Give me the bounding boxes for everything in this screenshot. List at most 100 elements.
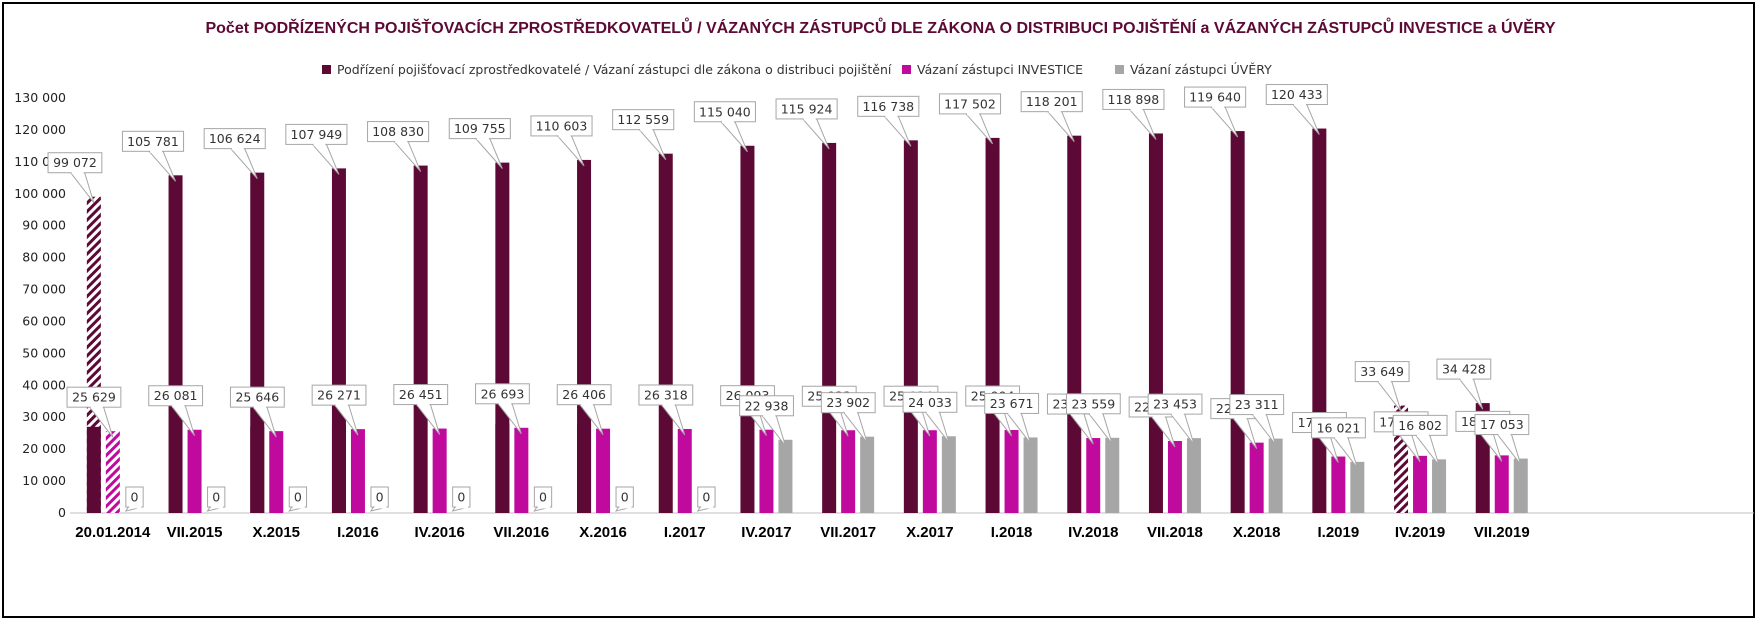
x-category-label: X.2015: [252, 524, 300, 541]
data-label-pointer-mask: [1090, 412, 1103, 416]
data-label-text: 23 902: [826, 395, 870, 410]
data-label-uvery: 23 559: [1065, 393, 1121, 445]
data-label-text: 118 201: [1026, 94, 1078, 109]
data-label-pointer-mask: [1253, 413, 1266, 417]
x-category-label: VII.2019: [1474, 524, 1530, 541]
data-label-text: 0: [294, 490, 302, 505]
data-label-text: 0: [376, 490, 384, 505]
data-label-pointer: [474, 138, 503, 169]
legend-label-pojisteni: Podřízení pojišťovací zprostředkovatelé …: [337, 62, 892, 77]
data-label-investice: 26 693: [475, 383, 530, 435]
data-label-pojisteni: 107 949: [285, 123, 348, 175]
bar-uvery: [1432, 459, 1447, 513]
bar-investice: [105, 431, 120, 513]
x-category-label: X.2017: [906, 524, 954, 541]
data-label-text: 34 428: [1442, 362, 1486, 377]
data-label-pointer-mask: [499, 402, 512, 406]
data-label-investice: 26 271: [311, 384, 367, 436]
data-label-uvery: 22 938: [739, 395, 794, 447]
data-label-text: 105 781: [127, 134, 179, 149]
data-label-uvery: 0: [288, 486, 308, 512]
data-label-text: 17 053: [1480, 417, 1524, 432]
data-label-pointer-mask: [763, 414, 776, 418]
data-label-pointer-mask: [254, 405, 267, 409]
data-label-text: 26 271: [317, 388, 361, 403]
bar-investice: [1004, 430, 1019, 513]
data-label-text: 116 738: [862, 99, 914, 114]
data-label-text: 99 072: [53, 155, 97, 170]
data-label-investice: 26 406: [556, 384, 612, 436]
bar-investice: [514, 427, 529, 513]
bar-investice: [432, 428, 447, 513]
data-label-pojisteni: 34 428: [1436, 358, 1492, 410]
data-label-pointer-mask: [926, 410, 939, 414]
data-label-pointer-mask: [374, 505, 387, 509]
bar-investice: [269, 431, 284, 513]
data-label-pointer-mask: [1378, 380, 1391, 384]
bar-overlay: [331, 425, 346, 513]
data-label-pointer: [1251, 414, 1277, 445]
bar-pojisteni: [822, 142, 837, 513]
data-label-pointer: [1128, 108, 1157, 140]
x-category-label: IV.2016: [414, 524, 464, 541]
data-label-pointer-mask: [662, 403, 675, 407]
data-label-uvery: 0: [451, 486, 471, 512]
data-label-pointer: [1169, 413, 1195, 445]
x-category-label: 20.01.2014: [75, 524, 151, 541]
bar-uvery: [1186, 438, 1201, 513]
y-tick-label: 100 000: [14, 186, 66, 201]
x-category-label: VII.2015: [167, 524, 223, 541]
bar-pojisteni: [1067, 135, 1082, 514]
bar-investice: [1086, 438, 1101, 513]
legend-item-uvery: Vázaní zástupci ÚVĚRY: [1115, 62, 1272, 77]
data-label-uvery: 23 453: [1147, 393, 1203, 445]
data-label-pojisteni: 115 924: [775, 98, 838, 150]
data-label-pojisteni: 110 603: [530, 115, 593, 167]
y-tick-label: 90 000: [22, 218, 66, 233]
y-tick-label: 120 000: [14, 122, 66, 137]
y-tick-label: 30 000: [22, 409, 66, 424]
data-label-text: 115 924: [781, 101, 833, 116]
data-label-pojisteni: 119 640: [1184, 86, 1247, 138]
data-label-uvery: 17 053: [1474, 414, 1530, 465]
data-label-investice: 25 646: [229, 386, 285, 438]
bar-uvery: [860, 436, 875, 513]
y-tick-label: 70 000: [22, 282, 66, 297]
data-label-text: 118 898: [1108, 92, 1160, 107]
data-label-pointer: [638, 129, 667, 161]
data-label-pointer-mask: [129, 505, 142, 509]
data-label-pojisteni: 116 738: [857, 95, 920, 147]
data-label-text: 0: [457, 490, 465, 505]
data-label-text: 0: [212, 490, 220, 505]
x-category-label: IV.2018: [1068, 524, 1118, 541]
data-label-uvery: 23 902: [820, 392, 876, 444]
data-label-text: 119 640: [1189, 90, 1241, 105]
data-label-uvery: 24 033: [902, 391, 958, 443]
bar-investice: [1167, 440, 1182, 513]
data-label-text: 33 649: [1360, 364, 1404, 379]
legend-swatch-pojisteni: [322, 65, 331, 74]
x-category-label: VII.2018: [1147, 524, 1203, 541]
chart-title: Počet PODŘÍZENÝCH POJIŠŤOVACÍCH ZPROSTŘE…: [205, 20, 1556, 37]
data-label-pointer-mask: [1048, 110, 1061, 114]
data-label-investice: 25 629: [66, 386, 122, 438]
data-label-pointer-mask: [335, 403, 348, 407]
x-category-label: I.2018: [991, 524, 1033, 541]
data-label-text: 109 755: [454, 121, 506, 136]
bar-investice: [1494, 455, 1509, 513]
data-label-pointer-mask: [211, 505, 224, 509]
data-label-pointer-mask: [885, 114, 898, 118]
bar-pojisteni: [413, 165, 428, 513]
bar-uvery: [941, 436, 956, 513]
data-label-text: 24 033: [908, 395, 952, 410]
data-label-pointer-mask: [1335, 436, 1348, 440]
bar-pojisteni: [1230, 131, 1245, 513]
data-label-pointer-mask: [292, 505, 305, 509]
bar-overlay: [250, 426, 265, 513]
x-category-label: VII.2017: [820, 524, 876, 541]
data-label-text: 107 949: [291, 127, 343, 142]
data-label-uvery: 0: [533, 486, 553, 512]
data-label-text: 26 693: [481, 386, 525, 401]
bar-investice: [1413, 455, 1428, 513]
data-label-text: 120 433: [1271, 87, 1323, 102]
